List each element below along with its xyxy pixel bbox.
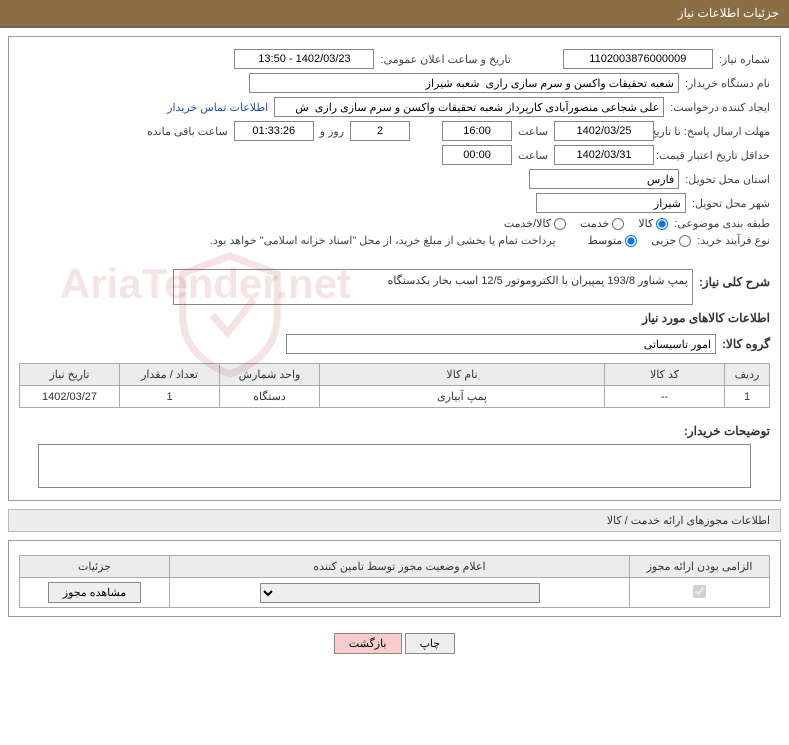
buyer-contact-link[interactable]: اطلاعات تماس خریدار xyxy=(167,101,268,114)
cell-name: پمپ آبیاری xyxy=(320,386,605,408)
category-goods-radio[interactable] xyxy=(656,218,668,230)
cell-date: 1402/03/27 xyxy=(20,386,120,408)
goods-info-title: اطلاعات کالاهای مورد نیاز xyxy=(19,311,770,325)
cell-unit: دستگاه xyxy=(220,386,320,408)
main-details-section: شماره نیاز: تاریخ و ساعت اعلان عمومی: نا… xyxy=(8,36,781,501)
lic-col-required: الزامی بودن ارائه مجوز xyxy=(630,556,770,578)
col-unit: واحد شمارش xyxy=(220,364,320,386)
table-row: 1 -- پمپ آبیاری دستگاه 1 1402/03/27 xyxy=(20,386,770,408)
license-header-row: الزامی بودن ارائه مجوز اعلام وضعیت مجوز … xyxy=(20,556,770,578)
cell-code: -- xyxy=(605,386,725,408)
lic-details-cell: مشاهده مجوز xyxy=(20,578,170,608)
time-label-2: ساعت xyxy=(518,149,548,162)
back-button[interactable]: بازگشت xyxy=(334,633,402,654)
summary-label: شرح کلی نیاز: xyxy=(699,275,770,289)
buy-type-partial-text: جزیی xyxy=(651,234,676,247)
days-and-label: روز و xyxy=(320,125,344,138)
lic-col-status: اعلام وضعیت مجوز توسط تامین کننده xyxy=(170,556,630,578)
buyer-notes-box[interactable] xyxy=(38,444,751,488)
time-label-1: ساعت xyxy=(518,125,548,138)
table-header-row: ردیف کد کالا نام کالا واحد شمارش تعداد /… xyxy=(20,364,770,386)
license-table: الزامی بودن ارائه مجوز اعلام وضعیت مجوز … xyxy=(19,555,770,608)
remaining-label: ساعت باقی مانده xyxy=(147,125,228,138)
page-title: جزئیات اطلاعات نیاز xyxy=(0,0,789,28)
license-status-select[interactable] xyxy=(260,583,540,603)
validity-date-field[interactable] xyxy=(554,145,654,165)
license-row: مشاهده مجوز xyxy=(20,578,770,608)
cell-qty: 1 xyxy=(120,386,220,408)
category-label: طبقه بندی موضوعی: xyxy=(674,217,770,230)
license-section-title: اطلاعات مجوزهای ارائه خدمت / کالا xyxy=(8,509,781,532)
license-required-checkbox xyxy=(693,585,706,598)
lic-status-cell xyxy=(170,578,630,608)
lic-col-details: جزئیات xyxy=(20,556,170,578)
buy-type-medium-text: متوسط xyxy=(588,234,623,247)
summary-box[interactable]: پمپ شناور 193/8 پمپیران با الکتروموتور 1… xyxy=(173,269,693,305)
validity-label: حداقل تاریخ اعتبار قیمت: تا تاریخ: xyxy=(660,149,770,162)
province-field[interactable] xyxy=(529,169,679,189)
announce-datetime-field[interactable] xyxy=(234,49,374,69)
buy-type-partial-radio[interactable] xyxy=(679,235,691,247)
deadline-date-field[interactable] xyxy=(554,121,654,141)
cell-row: 1 xyxy=(725,386,770,408)
license-section: الزامی بودن ارائه مجوز اعلام وضعیت مجوز … xyxy=(8,540,781,617)
category-both-text: کالا/خدمت xyxy=(504,217,551,230)
category-service-text: خدمت xyxy=(580,217,609,230)
col-name: نام کالا xyxy=(320,364,605,386)
buyer-org-label: نام دستگاه خریدار: xyxy=(685,77,770,90)
goods-table: ردیف کد کالا نام کالا واحد شمارش تعداد /… xyxy=(19,363,770,408)
validity-time-field[interactable] xyxy=(442,145,512,165)
province-label: استان محل تحویل: xyxy=(685,173,770,186)
need-number-field[interactable] xyxy=(563,49,713,69)
buyer-notes-label: توضیحات خریدار: xyxy=(19,424,770,438)
goods-group-field[interactable] xyxy=(286,334,716,354)
print-button[interactable]: چاپ xyxy=(405,633,456,654)
category-service-radio[interactable] xyxy=(612,218,624,230)
col-date: تاریخ نیاز xyxy=(20,364,120,386)
deadline-time-field[interactable] xyxy=(442,121,512,141)
buy-type-medium-radio[interactable] xyxy=(625,235,637,247)
footer-buttons: چاپ بازگشت xyxy=(0,625,789,662)
view-license-button[interactable]: مشاهده مجوز xyxy=(48,582,141,603)
need-number-label: شماره نیاز: xyxy=(719,53,770,66)
requester-label: ایجاد کننده درخواست: xyxy=(670,101,770,114)
goods-group-label: گروه کالا: xyxy=(722,337,770,351)
buyer-org-field[interactable] xyxy=(249,73,679,93)
lic-required-cell xyxy=(630,578,770,608)
payment-note: پرداخت تمام یا بخشی از مبلغ خرید، از محل… xyxy=(210,234,556,247)
days-left-field[interactable] xyxy=(350,121,410,141)
col-row: ردیف xyxy=(725,364,770,386)
announce-datetime-label: تاریخ و ساعت اعلان عمومی: xyxy=(380,53,510,66)
col-code: کد کالا xyxy=(605,364,725,386)
deadline-label: مهلت ارسال پاسخ: تا تاریخ: xyxy=(660,125,770,138)
city-field[interactable] xyxy=(536,193,686,213)
col-qty: تعداد / مقدار xyxy=(120,364,220,386)
countdown-field[interactable] xyxy=(234,121,314,141)
requester-field[interactable] xyxy=(274,97,664,117)
category-goods-text: کالا xyxy=(638,217,653,230)
city-label: شهر محل تحویل: xyxy=(692,197,770,210)
buy-type-label: نوع فرآیند خرید: xyxy=(697,234,770,247)
category-both-radio[interactable] xyxy=(554,218,566,230)
